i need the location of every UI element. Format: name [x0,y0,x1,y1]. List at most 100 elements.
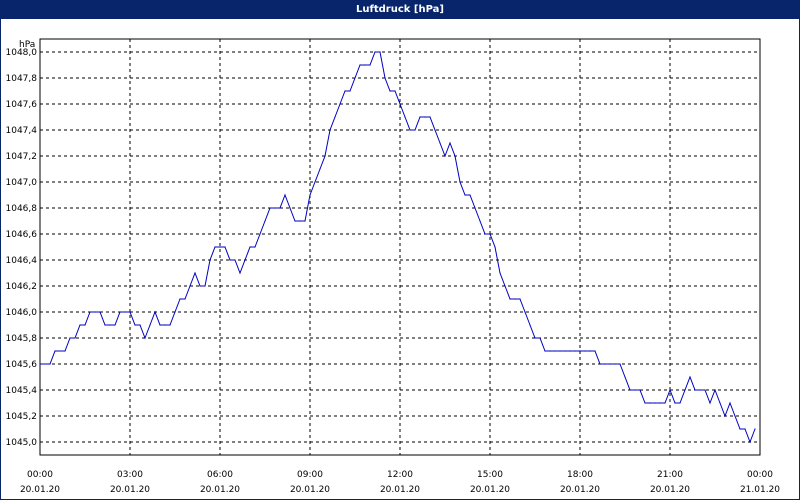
data-point [534,337,536,339]
data-point [279,207,281,209]
x-tick-date-label: 20.01.20 [20,485,60,495]
y-tick-label: 1045,8 [6,334,38,344]
data-point [659,402,661,404]
data-point [399,103,401,105]
data-point [544,350,546,352]
data-point [654,402,656,404]
data-point [459,181,461,183]
data-point [689,376,691,378]
data-point [129,311,131,313]
data-point [574,350,576,352]
data-point [289,207,291,209]
data-point [584,350,586,352]
data-point [94,311,96,313]
data-point [179,298,181,300]
data-point [489,233,491,235]
pressure-series-line [40,51,756,444]
data-point [404,116,406,118]
data-point [429,116,431,118]
chart-title: Luftdruck [hPa] [1,1,799,19]
data-point [749,441,751,443]
data-point [559,350,561,352]
data-point [164,324,166,326]
data-point [419,116,421,118]
data-point [219,246,221,248]
y-tick-label: 1047,6 [6,100,38,110]
data-point [169,324,171,326]
data-point [149,324,151,326]
x-tick-date-label: 20.01.20 [200,485,240,495]
x-tick-date-label: 20.01.20 [380,485,420,495]
data-point [209,259,211,261]
x-axis-ticks: 00:00 20.01.20 03:00 20.01.20 06:00 20.01.20 0… [20,470,780,495]
data-point [99,311,101,313]
data-point [74,337,76,339]
data-point [704,389,706,391]
data-point [284,194,286,196]
data-point [369,64,371,66]
x-tick-time-label: 00:00 [27,470,53,480]
data-point [214,246,216,248]
y-tick-label: 1047,2 [6,152,38,162]
data-point [384,77,386,79]
x-tick-time-label: 21:00 [657,470,683,480]
x-tick-time-label: 06:00 [207,470,233,480]
data-point [469,194,471,196]
data-point [269,207,271,209]
data-point [699,389,701,391]
data-point [334,116,336,118]
data-point [344,90,346,92]
x-tick-date-label: 20.01.20 [110,485,150,495]
y-tick-label: 1045,2 [6,412,38,422]
data-point [569,350,571,352]
data-point [199,285,201,287]
data-point [514,298,516,300]
data-point [599,363,601,365]
data-point [524,311,526,313]
data-point [364,64,366,66]
data-point [444,155,446,157]
data-point [734,415,736,417]
data-point [634,389,636,391]
y-tick-label: 1046,2 [6,282,38,292]
data-point [389,90,391,92]
y-tick-label: 1046,0 [6,308,38,318]
data-point [464,194,466,196]
data-point [624,376,626,378]
data-point [564,350,566,352]
data-point [189,285,191,287]
y-tick-label: 1045,0 [6,438,38,448]
data-point [474,207,476,209]
data-point [729,402,731,404]
data-point [519,298,521,300]
data-point [254,246,256,248]
data-point [529,324,531,326]
y-tick-label: 1045,6 [6,360,38,370]
data-point [339,103,341,105]
y-tick-label: 1045,4 [6,386,38,396]
data-point [494,246,496,248]
data-point [449,142,451,144]
data-point [379,51,381,53]
data-point [614,363,616,365]
x-tick-time-label: 12:00 [387,470,413,480]
data-point [744,428,746,430]
data-point [499,272,501,274]
data-point [679,402,681,404]
data-point [539,337,541,339]
data-point [259,233,261,235]
x-tick-date-label: 20.01.20 [560,485,600,495]
data-point [109,324,111,326]
data-point [719,402,721,404]
data-point [319,168,321,170]
data-point [89,311,91,313]
x-tick-date-label: 21.01.20 [740,485,780,495]
y-tick-label: 1047,4 [6,126,38,136]
data-point [394,90,396,92]
data-point [604,363,606,365]
plot-area [39,38,761,456]
data-point [224,246,226,248]
data-point [154,311,156,313]
data-point [54,350,56,352]
